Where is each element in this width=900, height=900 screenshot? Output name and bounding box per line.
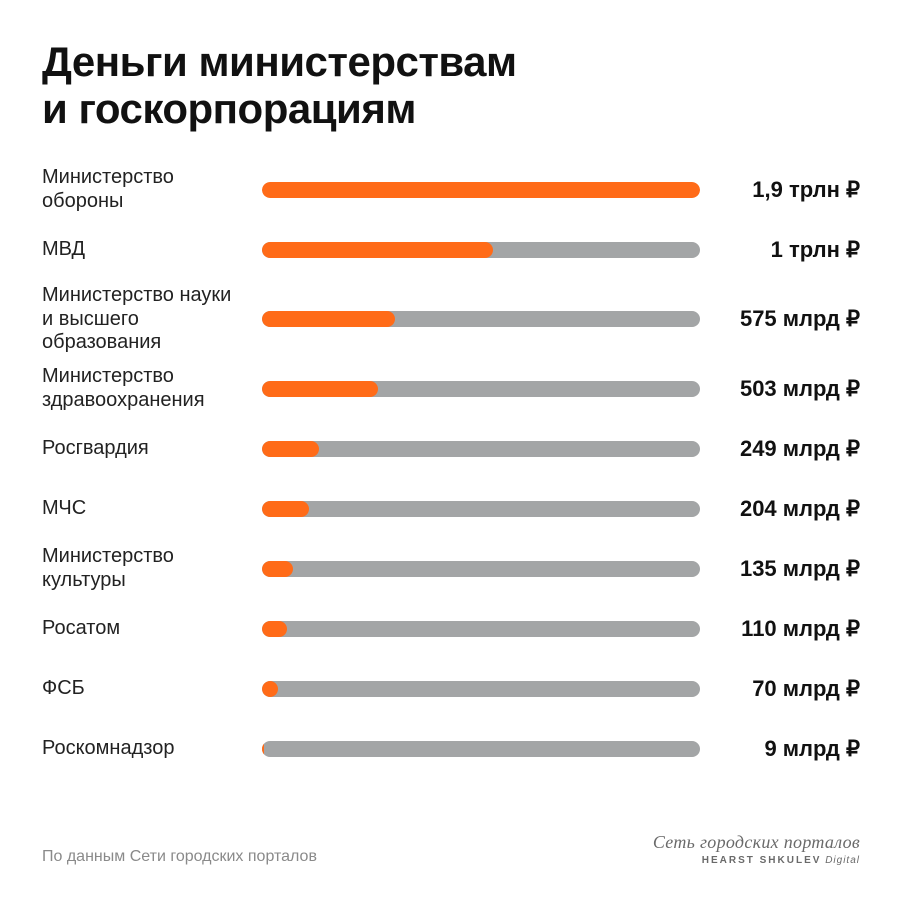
bar-fill (262, 311, 395, 327)
source-text: По данным Сети городских порталов (42, 848, 317, 866)
bar-row: Министерство науки и высшего образования… (42, 280, 860, 359)
bar-track-wrap (262, 242, 700, 258)
bar-label: Министерство науки и высшего образования (42, 284, 252, 355)
bar-row: МВД 1 трлн ₽ (42, 220, 860, 280)
bar-value: 575 млрд ₽ (710, 306, 860, 332)
bar-row: ФСБ 70 млрд ₽ (42, 659, 860, 719)
bar-fill (262, 182, 700, 198)
bar-track (262, 441, 700, 457)
bar-track-wrap (262, 381, 700, 397)
bar-value: 110 млрд ₽ (710, 616, 860, 642)
bar-track (262, 182, 700, 198)
bar-track (262, 311, 700, 327)
bar-track-wrap (262, 621, 700, 637)
bar-track-wrap (262, 311, 700, 327)
bar-label: Министерство культуры (42, 545, 252, 592)
bar-label: ФСБ (42, 677, 252, 701)
bar-value: 204 млрд ₽ (710, 496, 860, 522)
bar-fill (262, 441, 319, 457)
bar-row: МЧС 204 млрд ₽ (42, 479, 860, 539)
bar-label: Министерство здравоохранения (42, 365, 252, 412)
bar-fill (262, 621, 287, 637)
publisher-logo: Сеть городских порталов HEARST SHKULEV D… (653, 832, 860, 866)
bar-value: 1,9 трлн ₽ (710, 177, 860, 203)
logo-line2: HEARST SHKULEV Digital (653, 855, 860, 866)
bar-fill (262, 501, 309, 517)
bar-track-wrap (262, 681, 700, 697)
bar-value: 503 млрд ₽ (710, 376, 860, 402)
bar-label: МЧС (42, 497, 252, 521)
bar-row: Министерство культуры 135 млрд ₽ (42, 539, 860, 599)
bar-row: Роскомнадзор 9 млрд ₽ (42, 719, 860, 779)
bar-value: 9 млрд ₽ (710, 736, 860, 762)
bar-label: Росгвардия (42, 437, 252, 461)
bar-track (262, 381, 700, 397)
logo-line1: Сеть городских порталов (653, 832, 860, 853)
bar-label: Росатом (42, 617, 252, 641)
bar-row: Министерство обороны 1,9 трлн ₽ (42, 160, 860, 220)
bar-fill (262, 681, 278, 697)
bar-value: 249 млрд ₽ (710, 436, 860, 462)
bar-fill (262, 561, 293, 577)
bar-track (262, 242, 700, 258)
bar-chart: Министерство обороны 1,9 трлн ₽ МВД 1 трлн … (42, 160, 860, 779)
bar-track (262, 741, 700, 757)
bar-fill (262, 242, 493, 258)
bar-label: МВД (42, 238, 252, 262)
bar-value: 1 трлн ₽ (710, 237, 860, 263)
bar-fill (262, 741, 264, 757)
bar-fill (262, 381, 378, 397)
bar-row: Министерство здравоохранения 503 млрд ₽ (42, 359, 860, 419)
bar-value: 135 млрд ₽ (710, 556, 860, 582)
bar-value: 70 млрд ₽ (710, 676, 860, 702)
bar-track-wrap (262, 441, 700, 457)
bar-track-wrap (262, 501, 700, 517)
bar-track-wrap (262, 741, 700, 757)
bar-track-wrap (262, 182, 700, 198)
bar-label: Министерство обороны (42, 166, 252, 213)
bar-track (262, 561, 700, 577)
bar-track-wrap (262, 561, 700, 577)
bar-label: Роскомнадзор (42, 737, 252, 761)
bar-track (262, 621, 700, 637)
bar-track (262, 681, 700, 697)
bar-row: Росгвардия 249 млрд ₽ (42, 419, 860, 479)
chart-title: Деньги министерствами госкорпорациям (42, 38, 860, 132)
footer: По данным Сети городских порталов Сеть г… (42, 832, 860, 866)
bar-track (262, 501, 700, 517)
bar-row: Росатом 110 млрд ₽ (42, 599, 860, 659)
